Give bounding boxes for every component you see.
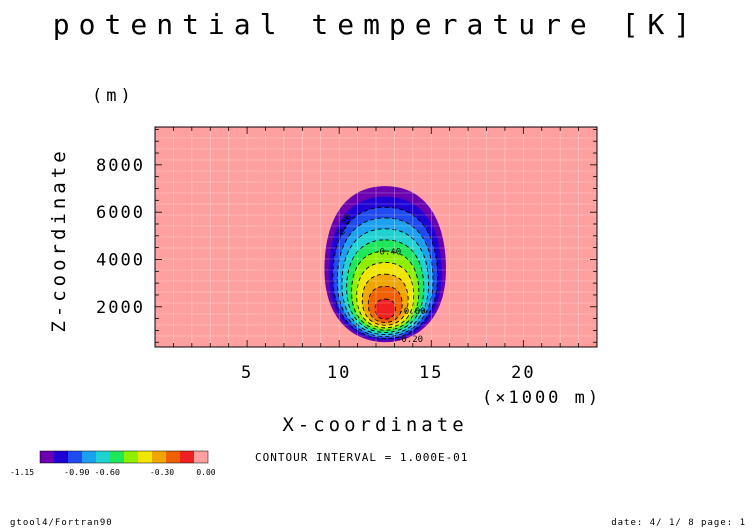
- colorbar-frame: [39, 450, 209, 464]
- colorbar-label: -1.15: [10, 468, 34, 477]
- z-axis-unit: (m): [92, 86, 135, 106]
- anomaly-field: -0.20-0.40-0.60-0.20: [324, 186, 446, 345]
- contour-label: -0.60: [398, 307, 425, 317]
- colorbar-swatch: [180, 451, 194, 463]
- footer-date-page: date: 4/ 1/ 8 page: 1: [611, 518, 746, 528]
- contour-interval-text: CONTOUR INTERVAL = 1.000E-01: [255, 451, 469, 464]
- z-tick-label: 2000: [96, 298, 145, 318]
- contour-level-11: [374, 298, 396, 320]
- colorbar-swatch: [152, 451, 166, 463]
- colorbar-overlap-label: -0.90 -0.60: [64, 468, 120, 477]
- colorbar-swatch: [124, 451, 138, 463]
- colorbar-swatch: [82, 451, 96, 463]
- colorbar-swatch: [138, 451, 152, 463]
- colorbar-label: 0.00: [196, 468, 215, 477]
- colorbar-swatch: [110, 451, 124, 463]
- colorbar-swatch: [166, 451, 180, 463]
- footer-program: gtool4/Fortran90: [10, 518, 113, 528]
- chart-title: potential temperature [K]: [52, 8, 700, 41]
- x-tick-label: 10: [327, 363, 351, 383]
- colorbar-swatch: [54, 451, 68, 463]
- z-tick-label: 6000: [96, 203, 145, 223]
- x-tick-label: 5: [241, 363, 253, 383]
- colorbar-swatch: [96, 451, 110, 463]
- x-axis-unit: (×1000 m): [482, 388, 602, 408]
- x-axis-label: X-coordinate: [282, 414, 468, 436]
- x-tick-label: 20: [511, 363, 535, 383]
- x-tick-label: 15: [419, 363, 443, 383]
- z-tick-label: 4000: [96, 250, 145, 270]
- contour-label: -0.20: [396, 335, 423, 345]
- z-tick-label: 8000: [96, 156, 145, 176]
- colorbar-label: -0.30: [150, 468, 174, 477]
- colorbar-swatch: [40, 451, 54, 463]
- contour-label: -0.40: [374, 248, 401, 258]
- colorbar-swatch: [68, 451, 82, 463]
- colorbar-swatch: [194, 451, 208, 463]
